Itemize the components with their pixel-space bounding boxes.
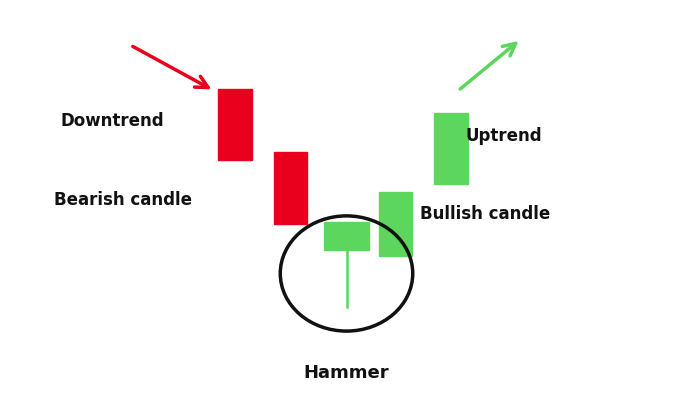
Text: Hammer: Hammer bbox=[304, 364, 389, 382]
Text: Uptrend: Uptrend bbox=[465, 128, 542, 146]
Bar bbox=[379, 192, 412, 256]
Text: Bullish candle: Bullish candle bbox=[420, 205, 550, 223]
Bar bbox=[274, 152, 307, 224]
Bar bbox=[435, 113, 468, 184]
Text: Bearish candle: Bearish candle bbox=[54, 191, 192, 209]
Text: Downtrend: Downtrend bbox=[61, 112, 164, 130]
Bar bbox=[324, 222, 369, 250]
Bar bbox=[218, 89, 252, 160]
